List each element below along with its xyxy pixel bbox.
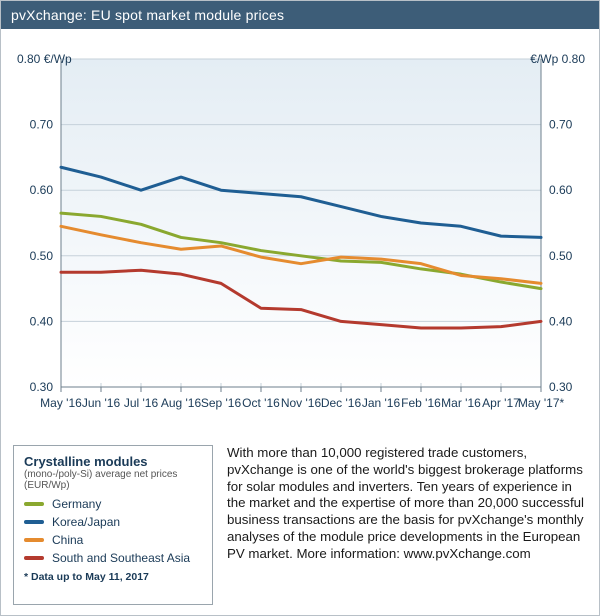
svg-text:0.50: 0.50 <box>549 249 573 263</box>
description-text: With more than 10,000 registered trade c… <box>227 445 587 605</box>
legend-swatch <box>24 556 44 560</box>
svg-text:Nov '16: Nov '16 <box>281 396 322 410</box>
chart-card: pvXchange: EU spot market module prices … <box>0 0 600 616</box>
svg-text:€/Wp 0.80: €/Wp 0.80 <box>530 52 585 66</box>
legend-note: * Data up to May 11, 2017 <box>24 571 202 583</box>
legend-label: Korea/Japan <box>52 515 120 529</box>
legend-label: Germany <box>52 497 101 511</box>
line-chart: 0.30 0.30 0.40 0.40 0.50 0.50 0.60 0.60 0.70 0.70… <box>1 29 599 439</box>
svg-text:Sep '16: Sep '16 <box>201 396 242 410</box>
legend-swatch <box>24 520 44 524</box>
svg-text:0.40: 0.40 <box>30 314 54 328</box>
svg-text:0.60: 0.60 <box>549 183 573 197</box>
chart-title-bar: pvXchange: EU spot market module prices <box>1 1 599 29</box>
legend-title: Crystalline modules <box>24 454 202 469</box>
svg-text:0.40: 0.40 <box>549 314 573 328</box>
legend-swatch <box>24 502 44 506</box>
legend-item: Korea/Japan <box>24 515 202 529</box>
legend-label: South and Southeast Asia <box>52 551 190 565</box>
chart-svg: 0.30 0.30 0.40 0.40 0.50 0.50 0.60 0.60 0.70 0.70… <box>1 29 599 439</box>
svg-text:0.60: 0.60 <box>30 183 54 197</box>
legend-box: Crystalline modules (mono-/poly-Si) aver… <box>13 445 213 605</box>
svg-text:Apr '17: Apr '17 <box>482 396 520 410</box>
svg-text:Dec '16: Dec '16 <box>321 396 362 410</box>
svg-text:0.30: 0.30 <box>30 380 54 394</box>
svg-text:May '16: May '16 <box>40 396 82 410</box>
svg-text:0.70: 0.70 <box>549 118 573 132</box>
svg-text:0.70: 0.70 <box>30 118 54 132</box>
svg-text:0.30: 0.30 <box>549 380 573 394</box>
legend-subtitle: (mono-/poly-Si) average net prices (EUR/… <box>24 469 202 491</box>
legend-item: Germany <box>24 497 202 511</box>
legend-swatch <box>24 538 44 542</box>
svg-text:Feb '16: Feb '16 <box>401 396 441 410</box>
legend-items: Germany Korea/Japan China South and Southea… <box>24 497 202 565</box>
svg-text:Jul '16: Jul '16 <box>124 396 159 410</box>
svg-text:Jun '16: Jun '16 <box>82 396 121 410</box>
svg-text:0.50: 0.50 <box>30 249 54 263</box>
chart-title: pvXchange: EU spot market module prices <box>11 7 284 23</box>
svg-text:Jan '16: Jan '16 <box>362 396 401 410</box>
svg-text:May '17*: May '17* <box>518 396 565 410</box>
legend-item: South and Southeast Asia <box>24 551 202 565</box>
chart-footer: Crystalline modules (mono-/poly-Si) aver… <box>1 439 599 615</box>
svg-text:0.80 €/Wp: 0.80 €/Wp <box>17 52 72 66</box>
svg-text:Oct '16: Oct '16 <box>242 396 280 410</box>
svg-text:Mar '16: Mar '16 <box>441 396 481 410</box>
svg-text:Aug '16: Aug '16 <box>161 396 202 410</box>
legend-item: China <box>24 533 202 547</box>
legend-label: China <box>52 533 83 547</box>
